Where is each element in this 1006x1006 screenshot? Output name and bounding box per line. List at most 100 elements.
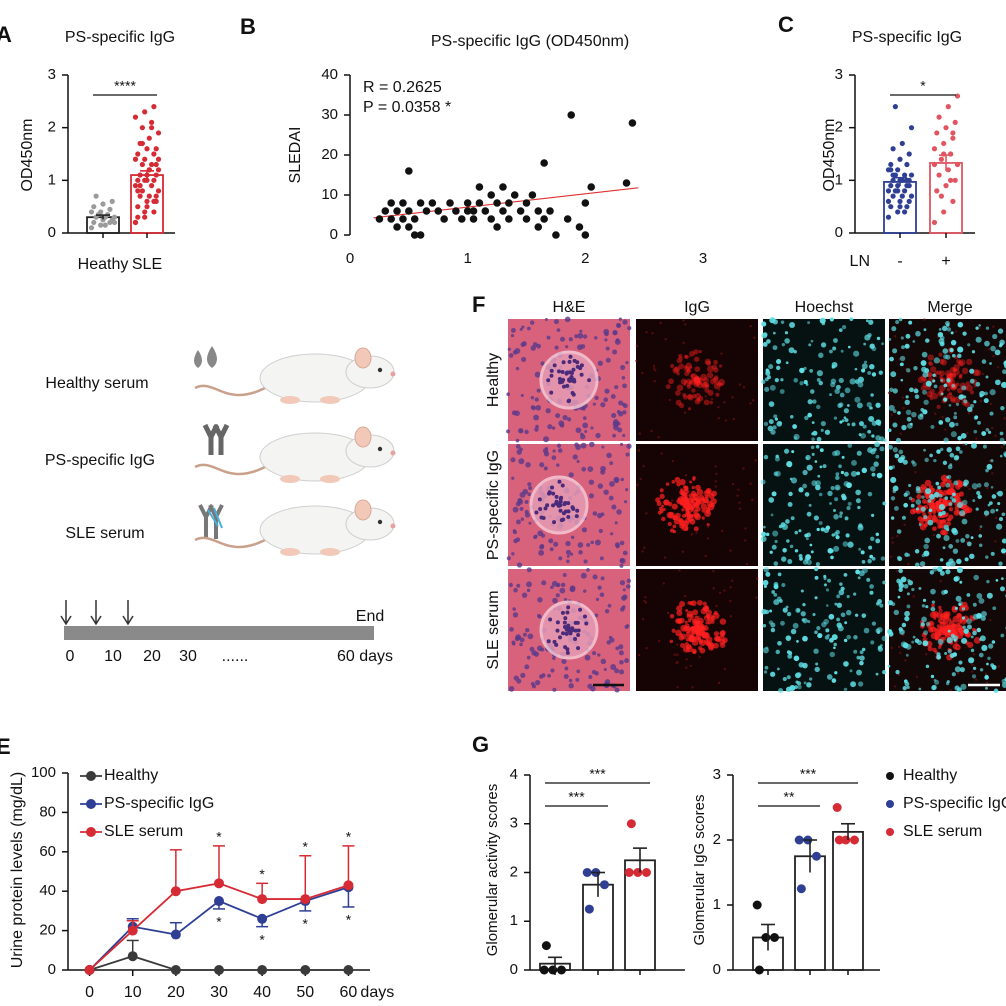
hoechst-signal [846, 404, 850, 407]
igg-background [650, 429, 653, 433]
hoechst-signal [869, 363, 875, 370]
hoechst-signal [999, 431, 1004, 436]
hoechst-signal [949, 421, 955, 428]
data-point [153, 193, 159, 199]
nucleus [614, 521, 618, 525]
hoechst-signal [978, 597, 985, 604]
data-point [151, 177, 157, 183]
hoechst-signal [804, 533, 809, 538]
hoechst-signal [837, 403, 843, 409]
hoechst-signal [877, 646, 884, 652]
hoechst-signal [763, 454, 769, 460]
hoechst-signal [822, 464, 827, 469]
hoechst-signal [918, 586, 922, 590]
nucleus [514, 348, 521, 354]
y-tick-label: 0 [713, 961, 721, 978]
igg-background [717, 405, 720, 409]
nucleus [609, 461, 614, 466]
data-point [98, 209, 104, 215]
hoechst-signal [772, 530, 779, 537]
nucleus [574, 442, 579, 448]
data-point [387, 215, 395, 223]
hoechst-signal [875, 672, 879, 676]
igg-signal [703, 399, 710, 406]
hoechst-signal [815, 484, 821, 491]
nucleus [561, 360, 566, 365]
data-point [469, 215, 478, 223]
hoechst-signal [912, 340, 916, 343]
nucleus [541, 580, 547, 586]
hoechst-signal [769, 550, 773, 554]
hoechst-signal [930, 674, 935, 679]
nucleus [568, 683, 574, 689]
hoechst-signal [772, 425, 777, 430]
hoechst-signal [967, 343, 971, 347]
igg-signal [679, 501, 685, 506]
mouse-icon [193, 498, 397, 558]
igg-background [924, 652, 928, 656]
nucleus [547, 673, 551, 678]
igg-background [689, 664, 692, 667]
igg-signal [956, 480, 964, 488]
hoechst-signal [915, 562, 920, 567]
igg-signal [678, 363, 685, 370]
row-label: Healthy [485, 353, 502, 407]
hoechst-signal [951, 383, 956, 388]
hoechst-signal [761, 531, 766, 537]
hoechst-signal [856, 450, 862, 456]
igg-signal [689, 634, 694, 639]
nucleus [559, 518, 564, 523]
nucleus [613, 331, 618, 336]
igg-signal [931, 603, 935, 608]
hoechst-signal [787, 501, 793, 507]
igg-signal [939, 519, 944, 524]
x-tick-label: 30 [210, 984, 228, 1001]
data-point [487, 191, 496, 199]
data-point [142, 209, 148, 215]
hoechst-signal [930, 588, 936, 595]
x-axis-label: days [360, 984, 394, 1001]
igg-signal [682, 496, 689, 503]
hoechst-signal [978, 534, 983, 538]
igg-signal [720, 382, 724, 387]
data-point [832, 803, 842, 812]
row-label: PS-specific IgG [485, 450, 502, 560]
igg-signal [694, 398, 701, 405]
hoechst-signal [861, 363, 868, 370]
igg-signal [961, 367, 969, 375]
hoechst-signal [967, 406, 973, 413]
hoechst-signal [942, 546, 946, 550]
legend-label: SLE serum [104, 823, 183, 840]
y-axis-label: Urine protein levels (mg/dL) [9, 772, 26, 969]
hoechst-signal [940, 341, 945, 346]
hoechst-signal [867, 429, 872, 434]
y-axis-label: OD450nm [821, 119, 838, 192]
nucleus [545, 408, 551, 414]
nucleus [546, 378, 551, 383]
nucleus [544, 317, 548, 322]
hoechst-signal [781, 583, 786, 588]
hoechst-signal [835, 475, 840, 481]
data-point [142, 214, 148, 220]
nucleus [573, 637, 578, 642]
hoechst-signal [874, 441, 880, 448]
hoechst-signal [875, 538, 881, 544]
bar [582, 883, 614, 971]
nucleus [589, 441, 595, 448]
hoechst-signal [843, 471, 849, 477]
nucleus [560, 582, 566, 588]
data-point [895, 167, 901, 173]
nucleus [588, 479, 595, 485]
significance-label: * [259, 931, 265, 947]
igg-signal [933, 616, 937, 620]
hoechst-signal [768, 401, 775, 407]
nucleus [608, 495, 614, 501]
igg-background [663, 556, 667, 559]
nucleus [622, 410, 627, 415]
hoechst-signal [824, 429, 831, 435]
hoechst-signal [957, 353, 962, 359]
nucleus [537, 614, 542, 619]
significance-label: *** [568, 789, 585, 805]
nucleus [611, 504, 617, 510]
hoechst-signal [938, 493, 943, 498]
